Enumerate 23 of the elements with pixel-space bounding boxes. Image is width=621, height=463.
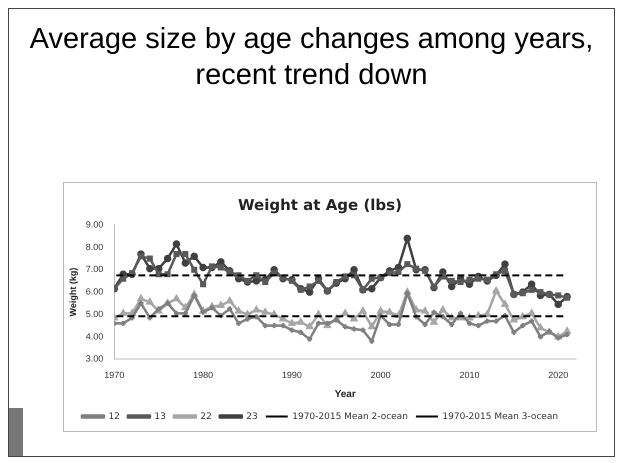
x-tick-label: 1970 bbox=[104, 370, 124, 380]
y-tick-label: 7.00 bbox=[86, 264, 104, 274]
chart-subtitle: Weight at Age (lbs) bbox=[238, 196, 402, 214]
y-tick-label: 5.00 bbox=[86, 308, 104, 319]
y-axis-title: Weight (kg) bbox=[68, 268, 78, 317]
x-tick-label: 2010 bbox=[459, 370, 480, 380]
legend-label: 23 bbox=[246, 412, 258, 422]
x-tick-label: 2000 bbox=[370, 370, 391, 380]
y-tick-label: 6.00 bbox=[86, 286, 104, 297]
y-tick-label: 3.00 bbox=[86, 354, 104, 364]
legend-label: 12 bbox=[108, 412, 120, 422]
y-tick-label: 4.00 bbox=[86, 331, 104, 342]
legend-label: 1970-2015 Mean 2-ocean bbox=[292, 412, 408, 422]
y-tick-label: 9.00 bbox=[86, 219, 104, 230]
chart-title: Average size by age changes among years, recent trend down bbox=[28, 22, 594, 93]
legend-label: 13 bbox=[154, 412, 166, 422]
x-tick-label: 1980 bbox=[193, 370, 214, 380]
legend-label: 22 bbox=[200, 412, 212, 422]
x-tick-label: 2020 bbox=[548, 370, 568, 380]
x-tick-label: 1990 bbox=[282, 370, 302, 380]
y-tick-label: 8.00 bbox=[86, 242, 104, 252]
x-axis-title: Year bbox=[334, 388, 356, 400]
legend-label: 1970-2015 Mean 3-ocean bbox=[442, 412, 558, 422]
